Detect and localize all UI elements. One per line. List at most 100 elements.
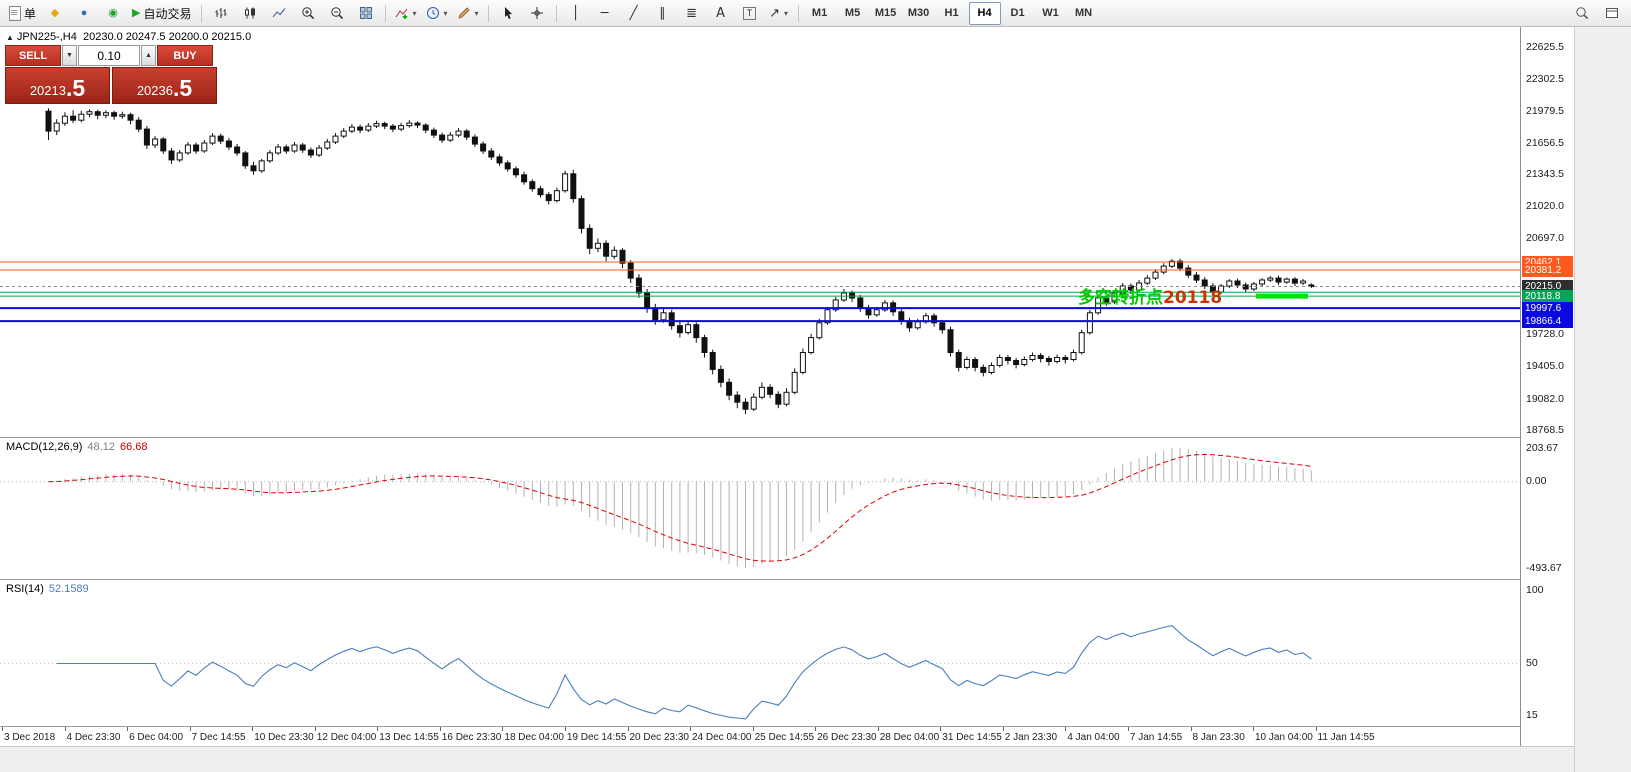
candle-body — [1152, 271, 1159, 279]
candlestick-chart-button[interactable] — [236, 2, 264, 25]
volume-increase-button[interactable]: ▲ — [141, 45, 156, 66]
time-axis-label: 26 Dec 23:30 — [817, 732, 877, 743]
horizontal-line-tool-button[interactable]: ─ — [591, 2, 619, 25]
candle-body — [70, 115, 77, 121]
chart-marker-icon: ▲ — [6, 33, 14, 42]
macd-axis-label: 203.67 — [1526, 441, 1559, 454]
panel-separator[interactable] — [0, 579, 1521, 580]
candle-body — [389, 125, 396, 130]
market-button[interactable]: ◆ — [41, 2, 69, 25]
timeframe-m1-button[interactable]: M1 — [811, 7, 828, 19]
candle-body — [1004, 357, 1011, 361]
pivot-annotation[interactable]: 多空转折点20118 — [1078, 283, 1222, 308]
price-axis-tick: 19405.0 — [1526, 360, 1564, 373]
fibonacci-tool-button[interactable]: ≣ — [678, 2, 706, 25]
time-axis-tick — [752, 727, 754, 731]
time-axis[interactable]: 3 Dec 2018 4 Dec 23:30 6 Dec 04:00 7 Dec 14… — [0, 727, 1521, 746]
window-right-edge — [1574, 27, 1631, 772]
time-axis-label: 8 Jan 23:30 — [1192, 732, 1245, 743]
cursor-button[interactable] — [494, 2, 522, 25]
pivot-line-segment[interactable] — [1256, 293, 1308, 299]
sell-button[interactable]: SELL — [5, 45, 61, 66]
candle-body — [168, 150, 175, 161]
pivot-annotation-text: 多空转折点 — [1078, 288, 1163, 308]
timeframe-h4-button[interactable]: H4 — [968, 1, 1001, 25]
timeframe-h1-button[interactable]: H1 — [944, 7, 959, 19]
candle-body — [873, 309, 880, 316]
search-button[interactable] — [1568, 2, 1596, 25]
timeframe-w1-button[interactable]: W1 — [1042, 7, 1059, 19]
price-level-tag: 19866.4 — [1522, 314, 1573, 328]
time-axis-label: 10 Jan 04:00 — [1255, 732, 1313, 743]
arrows-tool-button[interactable]: ↗ ▾ — [765, 2, 793, 25]
time-axis-tick — [314, 727, 316, 731]
candle-body — [61, 115, 68, 124]
candle-body — [1029, 355, 1036, 360]
candle-body — [726, 381, 733, 396]
candle-body — [758, 386, 765, 398]
time-axis-tick — [1190, 727, 1192, 731]
clock-icon — [426, 7, 439, 19]
candlestick-chart-icon — [244, 7, 255, 19]
candle-body — [685, 324, 692, 334]
rsi-panel[interactable] — [0, 580, 1521, 725]
macd-panel[interactable] — [0, 438, 1521, 578]
zoom-in-button[interactable] — [294, 2, 322, 25]
candle-body — [398, 125, 405, 130]
candle-body — [283, 146, 290, 152]
panel-separator[interactable] — [0, 437, 1521, 438]
volume-input[interactable] — [78, 45, 140, 66]
timeframe-m30-button[interactable]: M30 — [907, 7, 930, 19]
periods-button[interactable]: ▾ — [422, 2, 452, 25]
candle-body — [1226, 280, 1233, 287]
trendline-tool-button[interactable]: ╱ — [620, 2, 648, 25]
tile-windows-button[interactable] — [352, 2, 380, 25]
candle-body — [127, 114, 134, 121]
text-tool-button[interactable]: A — [707, 2, 735, 25]
price-axis-tick: 21343.5 — [1526, 167, 1564, 180]
time-axis-label: 13 Dec 14:55 — [379, 732, 439, 743]
toolbar-separator — [797, 4, 799, 22]
community-button[interactable]: ◉ — [99, 2, 127, 25]
candle-body — [332, 135, 339, 143]
candle-body — [275, 146, 282, 154]
signals-button[interactable]: ● — [70, 2, 98, 25]
window-layout-button[interactable] — [1598, 2, 1626, 25]
market-icon: ◆ — [50, 6, 60, 19]
templates-button[interactable]: ▾ — [453, 2, 483, 25]
buy-price-display[interactable]: 20236.5 — [112, 67, 217, 104]
vertical-line-tool-button[interactable]: │ — [562, 2, 590, 25]
candle-body — [1267, 277, 1274, 281]
timeframe-mn-button[interactable]: MN — [1074, 7, 1093, 19]
sell-price-display[interactable]: 20213.5 — [5, 67, 110, 104]
candle-body — [586, 227, 593, 249]
pivot-annotation-number: 20118 — [1163, 288, 1223, 308]
timeframe-m15-button[interactable]: M15 — [874, 7, 897, 19]
price-axis[interactable]: 22625.5 22302.5 21979.5 21656.5 21343.5 21020… — [1520, 27, 1574, 746]
new-order-button[interactable]: 单 — [5, 2, 40, 25]
community-icon: ◉ — [108, 6, 118, 19]
candle-body — [668, 312, 675, 327]
label-tool-button[interactable]: T — [736, 2, 764, 25]
time-axis-tick — [2, 727, 3, 731]
indicators-button[interactable]: ▾ — [391, 2, 421, 25]
timeframe-m5-button[interactable]: M5 — [844, 7, 861, 19]
buy-button[interactable]: BUY — [157, 45, 213, 66]
candle-body — [898, 311, 905, 322]
price-chart[interactable] — [0, 27, 1521, 437]
zoom-out-button[interactable] — [323, 2, 351, 25]
autotrade-button[interactable]: ▶ 自动交易 — [128, 2, 195, 25]
timeframe-d1-button[interactable]: D1 — [1010, 7, 1025, 19]
time-axis-label: 31 Dec 14:55 — [942, 732, 1002, 743]
bar-chart-button[interactable] — [207, 2, 235, 25]
candle-body — [422, 124, 429, 131]
time-axis-label: 4 Jan 04:00 — [1067, 732, 1120, 743]
candle-body — [111, 112, 118, 117]
price-axis-tick: 22302.5 — [1526, 72, 1564, 85]
volume-decrease-button[interactable]: ▼ — [62, 45, 77, 66]
line-chart-button[interactable] — [265, 2, 293, 25]
crosshair-button[interactable] — [523, 2, 551, 25]
channel-tool-button[interactable]: ∥ — [649, 2, 677, 25]
window-bottom-edge — [0, 746, 1574, 772]
candle-body — [1300, 280, 1307, 284]
